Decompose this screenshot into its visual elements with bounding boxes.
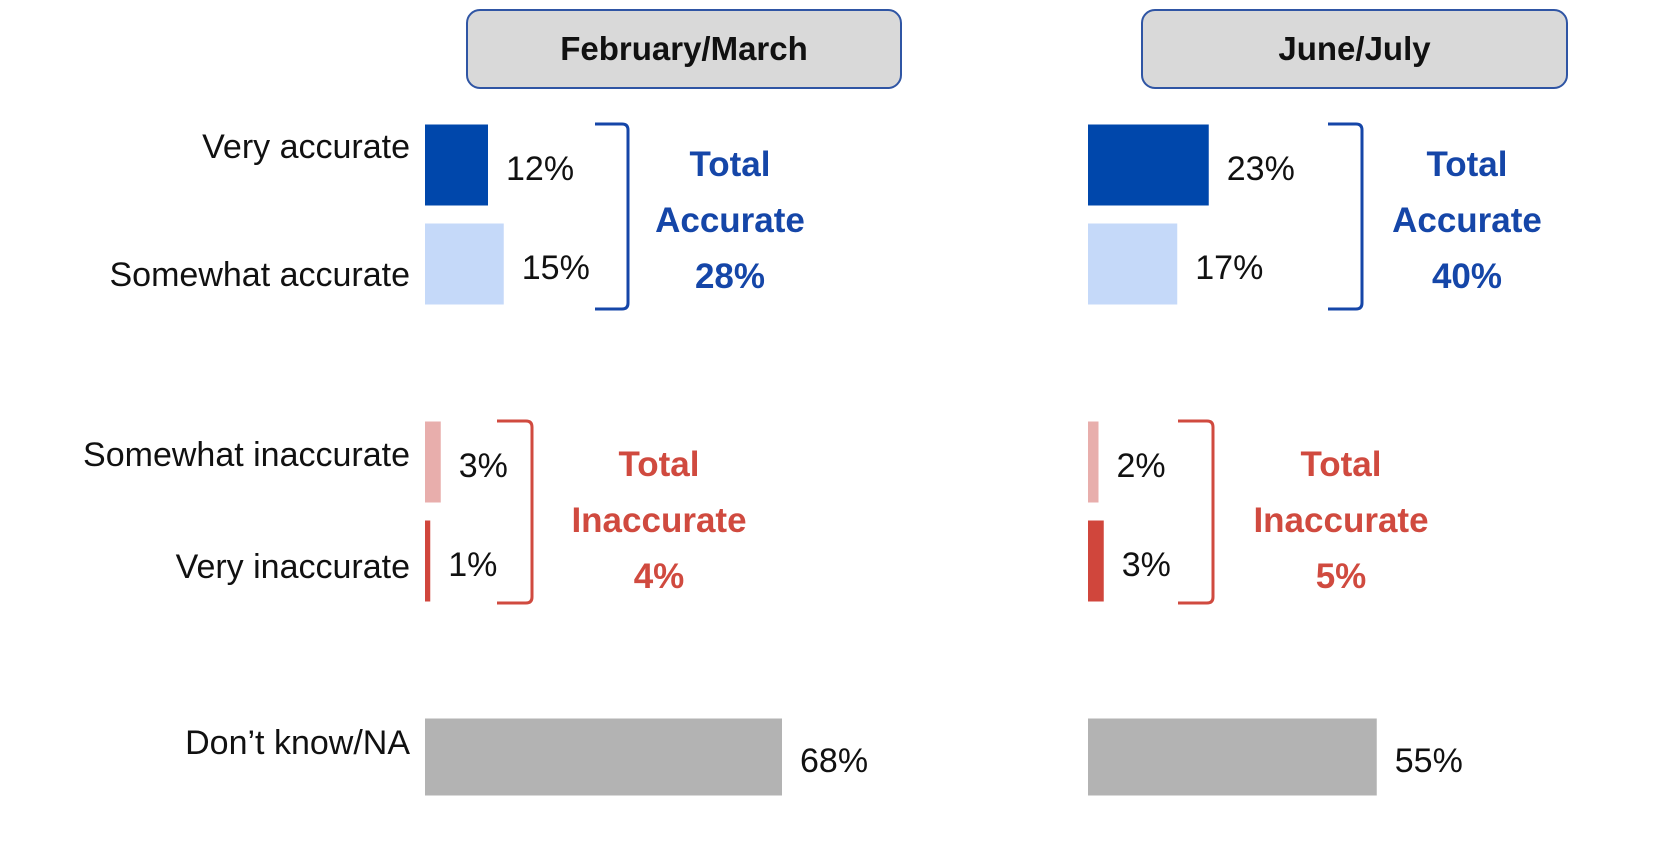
value-label: 3%	[1121, 546, 1171, 584]
total-label: Total Inaccurate	[1253, 445, 1429, 540]
total-label: Total Accurate	[655, 145, 805, 240]
total-value: 40%	[1431, 257, 1503, 296]
value-label: 23%	[1226, 150, 1295, 188]
row-label: Don’t know/NA	[185, 724, 410, 762]
value-label: 12%	[506, 150, 575, 188]
row-label: Somewhat accurate	[109, 256, 411, 294]
bar	[425, 421, 441, 503]
total-label: Total Accurate	[1392, 145, 1542, 240]
value-label: 15%	[521, 249, 590, 287]
row-label: Very inaccurate	[175, 548, 410, 586]
value-label: 17%	[1195, 249, 1264, 287]
bracket	[1178, 419, 1215, 605]
bar	[1088, 718, 1377, 796]
bar	[425, 124, 488, 206]
value-label: 1%	[448, 546, 498, 584]
total-value: 5%	[1315, 557, 1367, 596]
value-label: 68%	[800, 742, 869, 780]
bar	[1088, 520, 1104, 602]
value-label: 2%	[1116, 447, 1166, 485]
bracket	[595, 122, 630, 311]
bar	[1088, 223, 1178, 305]
bar	[425, 223, 504, 305]
bracket	[1328, 122, 1364, 311]
total-value: 4%	[633, 557, 685, 596]
bar	[425, 718, 782, 796]
total-label: Total Inaccurate	[571, 445, 747, 540]
panel-header: February/March	[466, 9, 902, 89]
row-label: Somewhat inaccurate	[83, 436, 410, 474]
total-value: 28%	[694, 257, 766, 296]
value-label: 3%	[458, 447, 508, 485]
bracket	[497, 419, 534, 605]
panel-header: June/July	[1141, 9, 1568, 89]
bar	[1088, 124, 1209, 206]
row-label: Very accurate	[202, 128, 410, 166]
bar	[425, 520, 431, 602]
bar	[1088, 421, 1099, 503]
value-label: 55%	[1394, 742, 1463, 780]
